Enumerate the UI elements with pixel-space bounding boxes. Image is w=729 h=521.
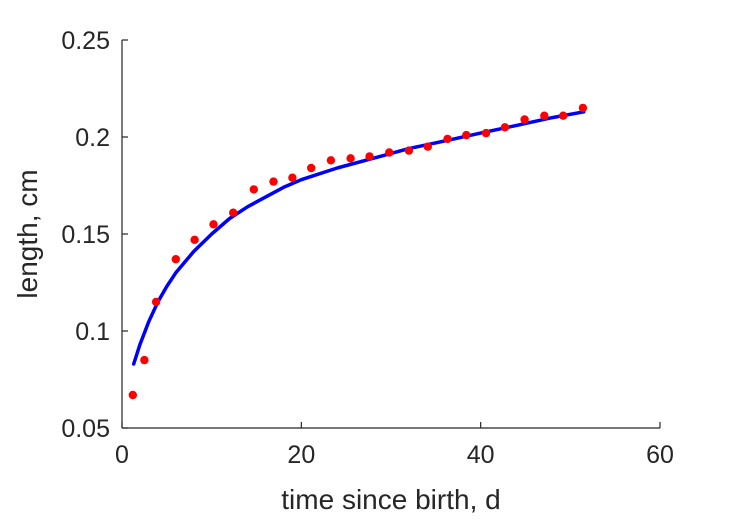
data-point bbox=[559, 111, 568, 120]
data-point bbox=[481, 128, 491, 138]
x-tick-label: 60 bbox=[646, 441, 674, 469]
data-point bbox=[269, 177, 278, 186]
y-tick-label: 0.2 bbox=[75, 124, 110, 152]
data-point bbox=[578, 103, 588, 113]
data-point bbox=[229, 208, 238, 217]
data-point bbox=[365, 152, 374, 161]
y-tick-label: 0.25 bbox=[61, 27, 110, 55]
y-tick-label: 0.05 bbox=[61, 415, 110, 443]
axes: 0 20 40 60 0.05 0.1 0.15 0.2 0.25 bbox=[61, 27, 674, 469]
data-point bbox=[140, 355, 149, 365]
data-point bbox=[326, 156, 336, 165]
data-point bbox=[171, 255, 180, 264]
data-point bbox=[346, 154, 355, 163]
x-tick-label: 40 bbox=[467, 441, 495, 469]
x-tick-label: 20 bbox=[287, 441, 315, 469]
data-point bbox=[404, 146, 414, 155]
data-point bbox=[209, 220, 218, 229]
data-point bbox=[520, 115, 529, 124]
data-point bbox=[288, 173, 297, 182]
data-point bbox=[249, 185, 258, 194]
data-point bbox=[307, 163, 316, 173]
data-point bbox=[443, 134, 452, 144]
data-point bbox=[128, 390, 137, 400]
y-axis-title: length, cm bbox=[12, 169, 43, 298]
data-point bbox=[500, 123, 510, 132]
data-point bbox=[462, 130, 471, 140]
data-point bbox=[423, 142, 432, 151]
x-axis-title: time since birth, d bbox=[281, 484, 500, 515]
y-tick-label: 0.1 bbox=[75, 318, 110, 346]
plot-area bbox=[128, 103, 588, 400]
x-tick-label: 0 bbox=[115, 441, 129, 469]
data-point bbox=[540, 111, 549, 120]
data-point bbox=[151, 297, 161, 307]
data-point bbox=[190, 235, 199, 244]
data-point bbox=[385, 148, 394, 157]
y-tick-label: 0.15 bbox=[61, 221, 110, 249]
fit-curve bbox=[131, 110, 586, 366]
